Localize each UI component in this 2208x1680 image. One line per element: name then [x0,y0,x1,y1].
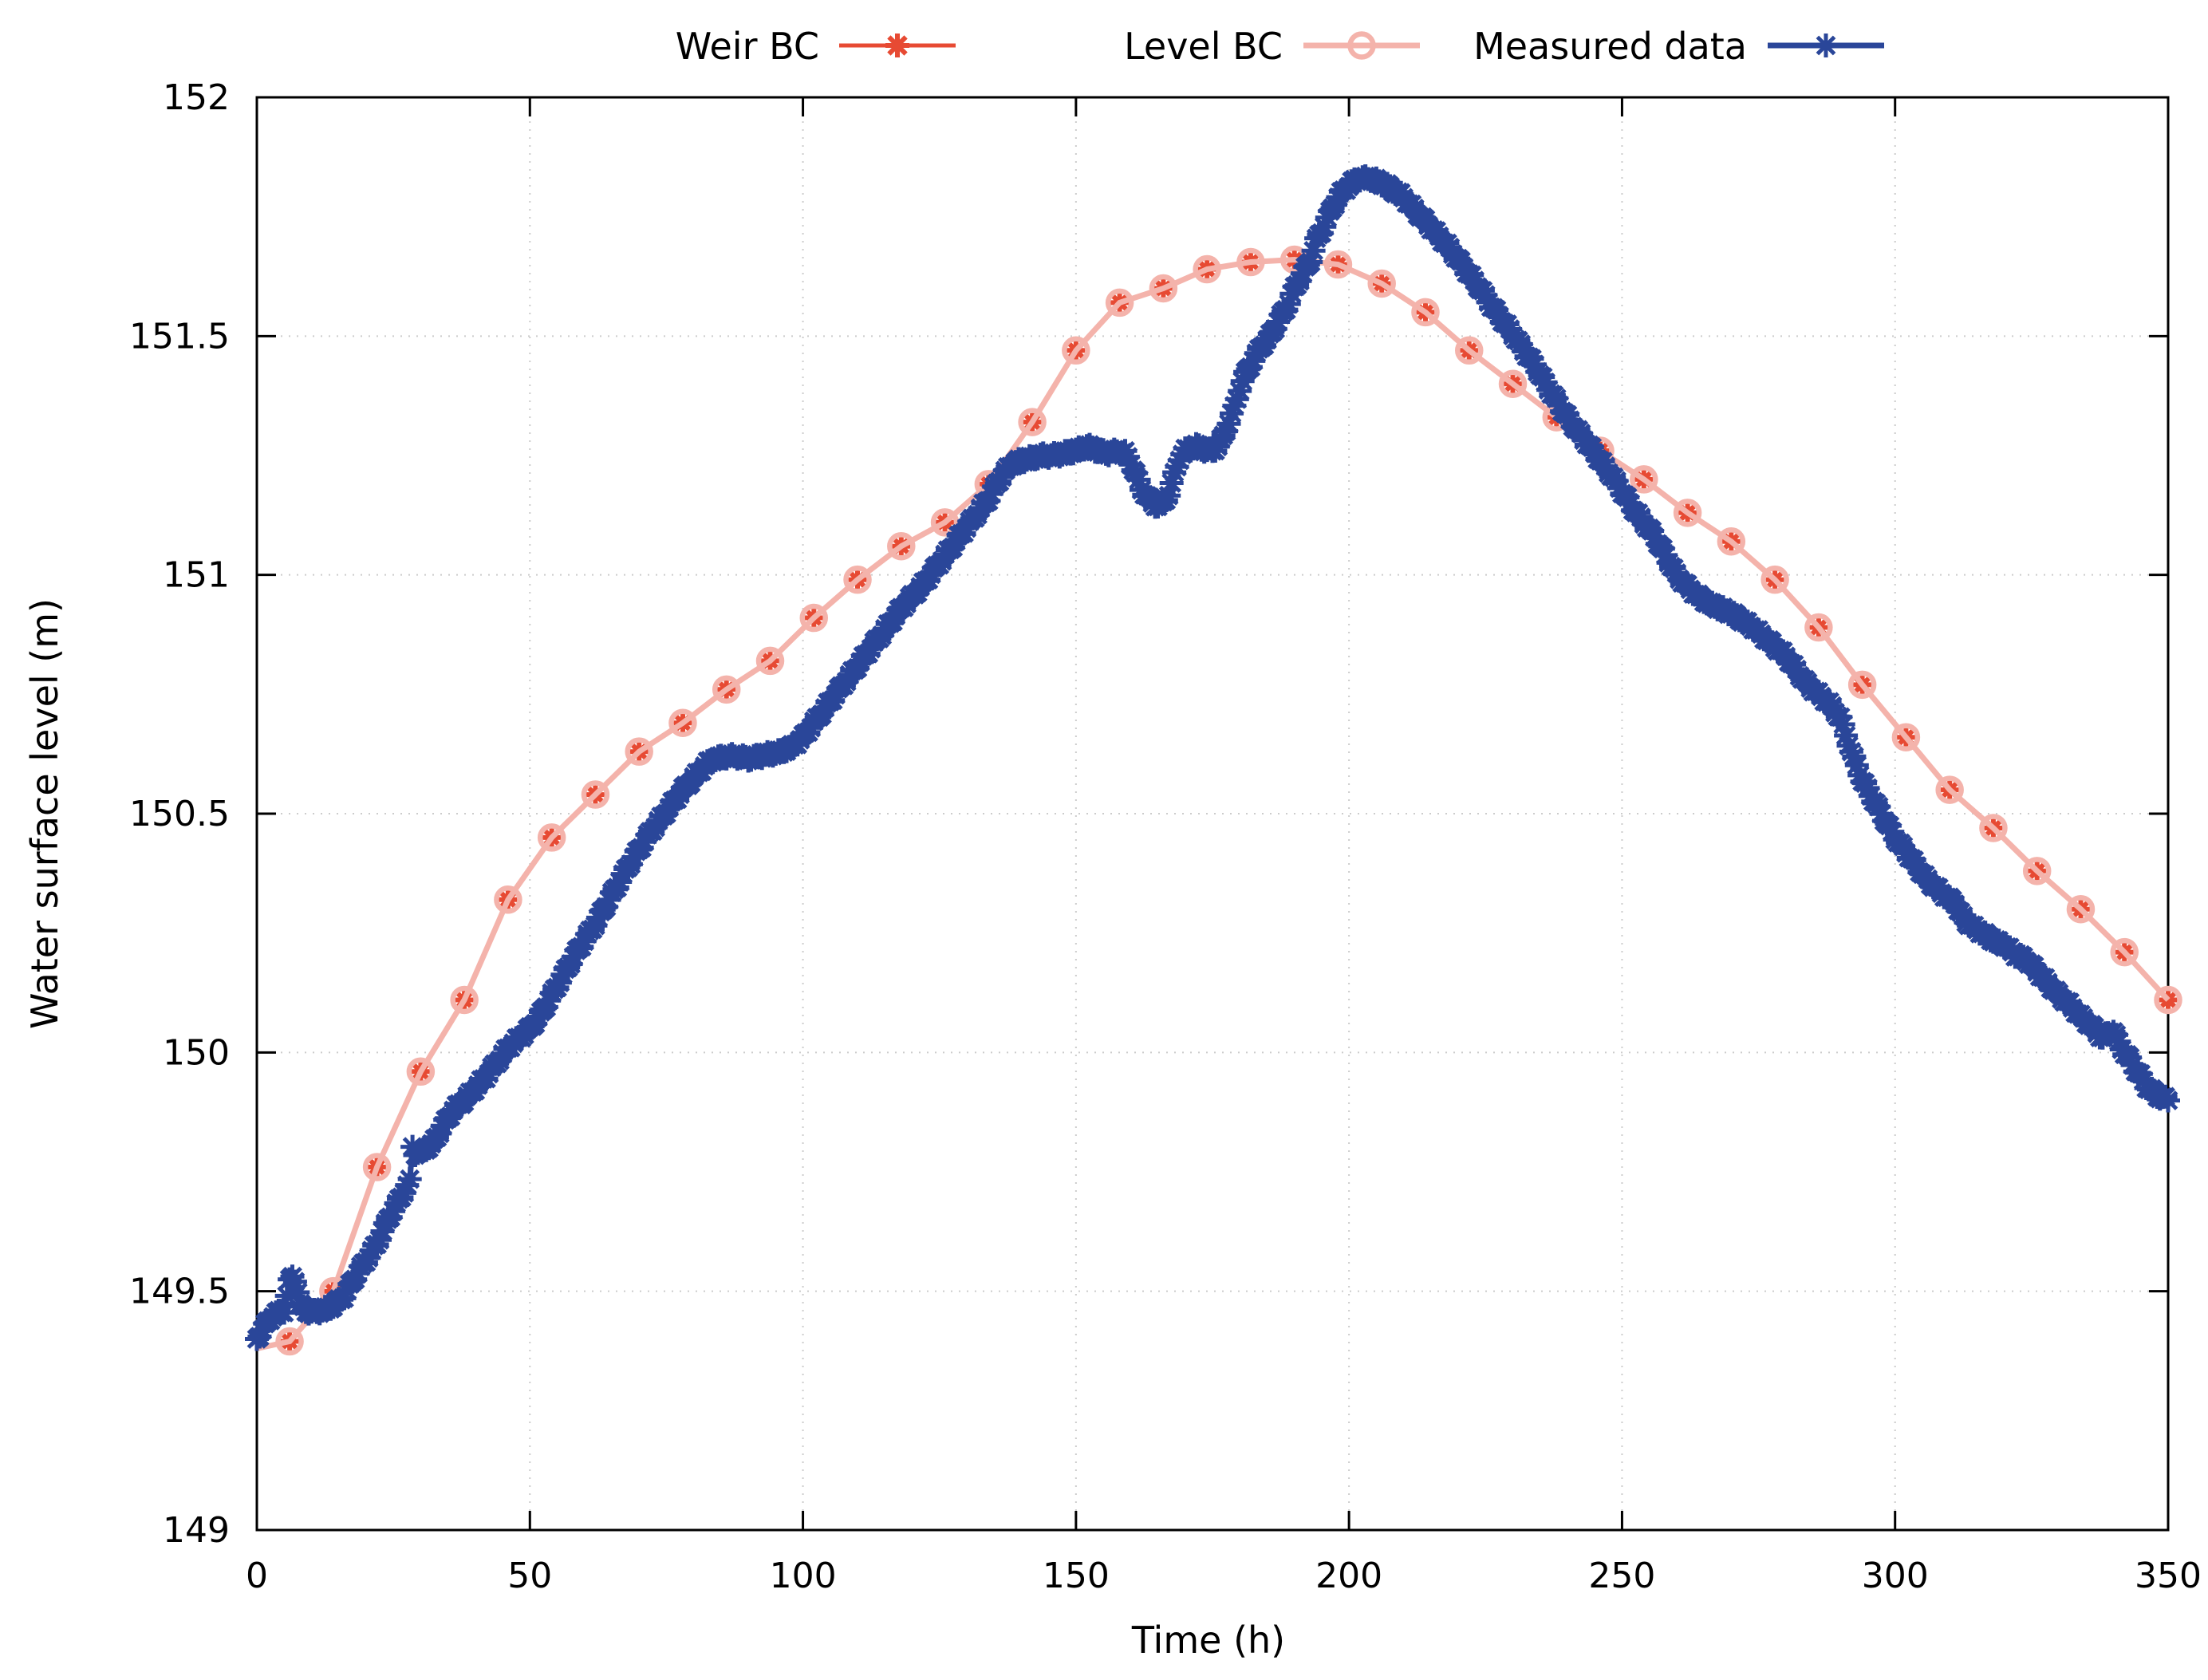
measured-data-markers [245,164,2180,1351]
legend-item-measured-data: Measured data [1473,25,1884,68]
y-tick-label-151.5: 151.5 [129,316,230,357]
x-tick-label-50: 50 [507,1556,552,1596]
x-tick-label-100: 100 [770,1556,837,1596]
y-tick-labels: 149 149.5 150 150.5 151 151.5 152 [129,77,230,1551]
legend-label: Measured data [1473,25,1747,68]
legend-asterisk-marker-icon [1814,34,1838,57]
x-axis-label: Time (h) [1131,1619,1285,1662]
legend-circle-marker-icon [1347,31,1376,60]
y-axis-label: Water surface level (m) [23,598,66,1029]
y-tick-label-149.5: 149.5 [129,1272,230,1312]
y-tick-label-150.5: 150.5 [129,794,230,834]
x-tick-label-350: 350 [2135,1556,2202,1596]
legend-item-level-bc: Level BC [1124,25,1420,68]
y-tick-label-151: 151 [163,555,230,596]
x-tick-label-200: 200 [1315,1556,1382,1596]
series-level-bc [256,245,2182,1356]
series-measured-data [245,164,2180,1351]
x-tick-label-150: 150 [1043,1556,1110,1596]
x-tick-label-0: 0 [246,1556,268,1596]
legend-label: Weir BC [676,25,819,68]
legend-label: Level BC [1124,25,1283,68]
legend-asterisk-marker-icon [885,34,909,57]
legend: Weir BC Level BC Measured data [676,25,1884,68]
y-tick-label-150: 150 [163,1032,230,1073]
legend-item-weir-bc: Weir BC [676,25,956,68]
x-tick-labels: 0 50 100 150 200 250 300 350 [246,1556,2202,1596]
y-tick-label-149: 149 [163,1510,230,1551]
plot-border-and-ticks [255,96,2170,1532]
series-weir-bc [256,247,2180,1354]
y-tick-label-152: 152 [163,77,230,118]
x-tick-label-300: 300 [1862,1556,1929,1596]
x-tick-label-250: 250 [1588,1556,1655,1596]
